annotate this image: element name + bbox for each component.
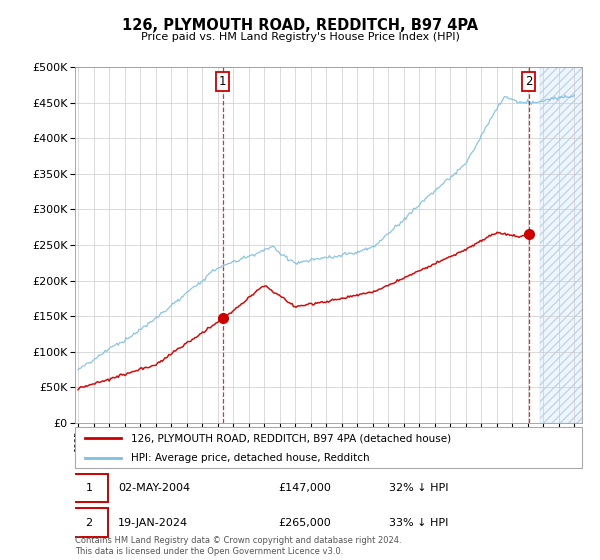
Text: £265,000: £265,000 xyxy=(278,517,331,528)
Text: 02-MAY-2004: 02-MAY-2004 xyxy=(118,483,190,493)
Text: HPI: Average price, detached house, Redditch: HPI: Average price, detached house, Redd… xyxy=(131,452,370,463)
Text: 126, PLYMOUTH ROAD, REDDITCH, B97 4PA: 126, PLYMOUTH ROAD, REDDITCH, B97 4PA xyxy=(122,18,478,33)
Text: 2: 2 xyxy=(525,75,532,88)
Text: 1: 1 xyxy=(85,483,92,493)
FancyBboxPatch shape xyxy=(70,508,108,536)
Text: Contains HM Land Registry data © Crown copyright and database right 2024.
This d: Contains HM Land Registry data © Crown c… xyxy=(75,536,401,556)
Text: 126, PLYMOUTH ROAD, REDDITCH, B97 4PA (detached house): 126, PLYMOUTH ROAD, REDDITCH, B97 4PA (d… xyxy=(131,433,451,443)
Text: 1: 1 xyxy=(219,75,227,88)
Text: 32% ↓ HPI: 32% ↓ HPI xyxy=(389,483,449,493)
Text: 33% ↓ HPI: 33% ↓ HPI xyxy=(389,517,449,528)
Text: 19-JAN-2024: 19-JAN-2024 xyxy=(118,517,188,528)
Text: 2: 2 xyxy=(85,517,92,528)
Text: Price paid vs. HM Land Registry's House Price Index (HPI): Price paid vs. HM Land Registry's House … xyxy=(140,32,460,42)
FancyBboxPatch shape xyxy=(75,427,582,468)
Text: £147,000: £147,000 xyxy=(278,483,331,493)
FancyBboxPatch shape xyxy=(70,474,108,502)
